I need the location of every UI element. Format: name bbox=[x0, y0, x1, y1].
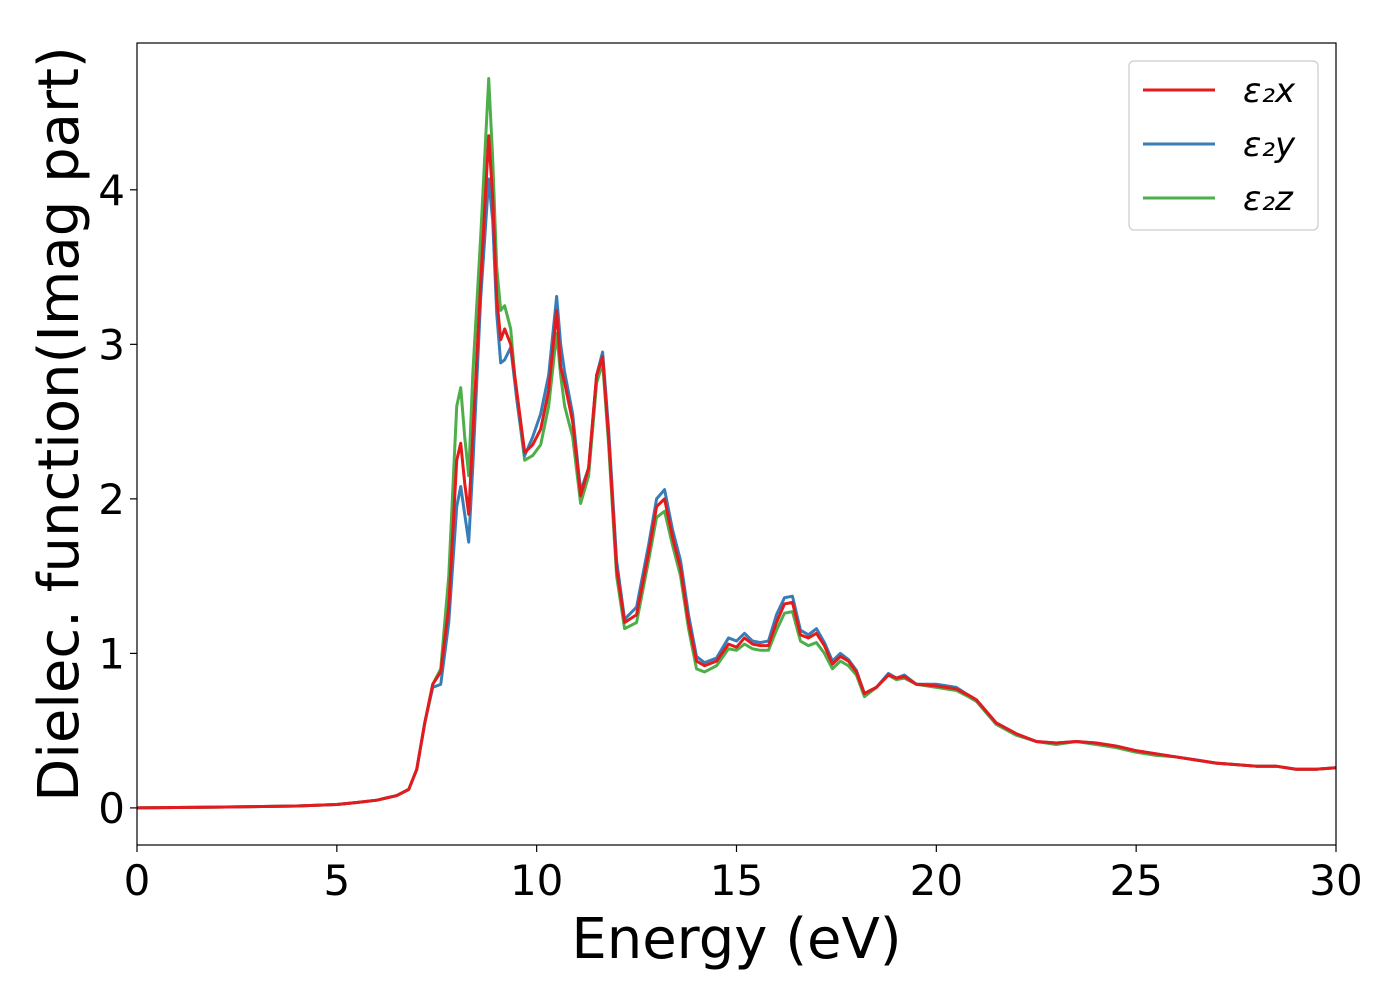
y-tick-label: 4 bbox=[98, 166, 125, 215]
legend-label: ε₂z bbox=[1243, 179, 1294, 219]
y-tick-label: 1 bbox=[98, 629, 125, 678]
x-tick-label: 20 bbox=[910, 856, 963, 905]
y-tick-label: 2 bbox=[98, 475, 125, 524]
series-line-0 bbox=[136, 134, 1337, 810]
x-axis: 0 5 10 15 20 25 30 bbox=[124, 845, 1363, 905]
legend: ε₂x ε₂y ε₂z bbox=[1128, 60, 1319, 231]
legend-label: ε₂y bbox=[1243, 125, 1296, 165]
x-tick-label: 25 bbox=[1109, 856, 1162, 905]
x-tick-label: 15 bbox=[710, 856, 763, 905]
x-axis-title: Energy (eV) bbox=[571, 907, 901, 972]
y-axis-title: Dielec. function(Imag part) bbox=[27, 46, 92, 802]
y-tick-label: 0 bbox=[98, 784, 125, 833]
x-tick-label: 10 bbox=[510, 856, 563, 905]
x-tick-label: 5 bbox=[323, 856, 350, 905]
legend-label: ε₂x bbox=[1243, 71, 1296, 111]
y-axis: 0 1 2 3 4 bbox=[98, 166, 137, 833]
y-tick-label: 3 bbox=[98, 320, 125, 369]
series-layer bbox=[136, 77, 1337, 810]
x-tick-label: 0 bbox=[124, 856, 151, 905]
x-tick-label: 30 bbox=[1309, 856, 1362, 905]
legend-box bbox=[1128, 60, 1319, 231]
